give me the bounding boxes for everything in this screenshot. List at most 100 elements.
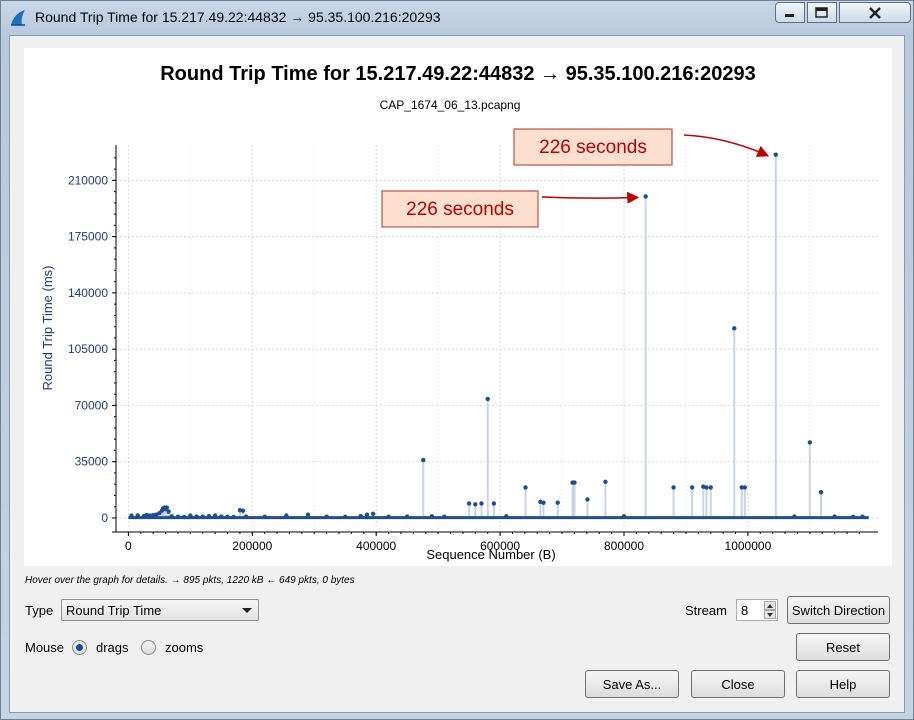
data-point xyxy=(473,502,478,507)
x-tick-labels: 0 200000 400000 600000 800000 1000000 xyxy=(125,539,772,553)
data-point xyxy=(704,485,709,490)
y-tick-labels: 0 35000 70000 105000 140000 175000 210000 xyxy=(68,173,108,525)
maximize-button[interactable] xyxy=(807,2,837,23)
switch-direction-button[interactable]: Switch Direction xyxy=(787,596,890,624)
data-point xyxy=(364,512,370,517)
data-point xyxy=(240,508,246,513)
data-point xyxy=(421,457,426,463)
drags-radio-label[interactable]: drags xyxy=(96,640,129,655)
annotation-label: 226 seconds xyxy=(406,199,514,220)
title-bar[interactable]: Round Trip Time for 15.217.49.22:44832 →… xyxy=(1,1,913,35)
data-point xyxy=(643,194,648,199)
data-point xyxy=(523,485,528,490)
y-tick-label: 210000 xyxy=(68,173,108,187)
data-point xyxy=(135,513,140,518)
data-point xyxy=(572,480,577,485)
annotation-arrow xyxy=(683,134,770,157)
graph-canvas[interactable]: 0 200000 400000 600000 800000 1000000 0 35000 7… xyxy=(24,48,892,566)
x-tick-label: 0 xyxy=(125,539,132,553)
data-point xyxy=(343,514,348,520)
data-point xyxy=(773,152,778,157)
stream-value: 8 xyxy=(741,603,749,618)
graph-type-select[interactable]: Round Trip Time xyxy=(61,599,259,621)
annotation-label: 226 seconds xyxy=(539,137,647,158)
stream-spinbox[interactable]: 8 xyxy=(736,599,778,621)
y-axis-label: Round Trip Time (ms) xyxy=(40,266,55,391)
data-point xyxy=(742,485,748,490)
data-point xyxy=(739,485,744,490)
mouse-label: Mouse xyxy=(25,640,65,655)
chart-subtitle: CAP_1674_06_13.pcapng xyxy=(380,98,521,112)
save-as-button[interactable]: Save As... xyxy=(585,670,679,698)
chart-points xyxy=(129,152,865,520)
minimize-icon xyxy=(785,13,794,17)
data-point xyxy=(504,514,509,519)
data-point xyxy=(358,513,363,519)
close-button[interactable]: Close xyxy=(691,670,785,698)
data-point xyxy=(166,509,171,514)
x-tick-label: 600000 xyxy=(480,539,520,553)
data-point xyxy=(860,514,865,519)
zooms-radio-label[interactable]: zooms xyxy=(165,640,204,655)
data-point xyxy=(621,514,627,519)
reset-button[interactable]: Reset xyxy=(796,633,890,661)
y-tick-label: 140000 xyxy=(68,286,108,300)
wireshark-fin-icon xyxy=(11,10,25,26)
close-icon xyxy=(869,6,881,19)
data-point xyxy=(732,326,737,331)
data-point xyxy=(200,514,205,519)
data-point xyxy=(243,514,249,519)
stream-label: Stream xyxy=(685,603,727,618)
data-point xyxy=(206,513,212,519)
data-point xyxy=(491,501,497,506)
hover-hint: Hover over the graph for details. → 895 … xyxy=(25,575,355,586)
data-point xyxy=(485,396,490,402)
chart-annotations: 226 seconds 226 seconds xyxy=(381,128,770,228)
y-tick-label: 0 xyxy=(101,511,108,525)
data-point xyxy=(466,501,472,506)
data-point xyxy=(404,514,410,519)
data-point xyxy=(807,440,813,445)
data-point xyxy=(219,514,224,519)
x-tick-label: 800000 xyxy=(604,539,644,553)
close-window-button[interactable] xyxy=(839,2,911,23)
help-button[interactable]: Help xyxy=(796,670,890,698)
annotation-box xyxy=(513,128,673,166)
data-point xyxy=(555,500,560,505)
chart-grid xyxy=(116,145,878,526)
maximize-icon xyxy=(815,6,828,18)
data-point xyxy=(851,514,856,520)
data-point xyxy=(284,513,289,518)
data-point xyxy=(708,485,713,490)
x-tick-label: 200000 xyxy=(232,539,272,553)
data-point xyxy=(479,501,484,506)
data-point xyxy=(262,514,267,520)
data-point xyxy=(386,514,391,519)
data-point xyxy=(175,514,181,519)
data-point xyxy=(832,514,837,519)
x-axis-label: Sequence Number (B) xyxy=(426,547,555,562)
data-point xyxy=(324,514,329,519)
y-tick-label: 175000 xyxy=(68,230,108,244)
data-point xyxy=(188,513,193,518)
y-tick-label: 35000 xyxy=(75,455,109,469)
graph-type-value: Round Trip Time xyxy=(66,603,162,618)
chart-title: Round Trip Time for 15.217.49.22:44832 →… xyxy=(160,63,756,85)
data-point xyxy=(169,514,174,519)
data-point xyxy=(818,490,824,495)
minimize-button[interactable] xyxy=(775,2,805,23)
data-point xyxy=(429,514,435,519)
zooms-radio[interactable] xyxy=(141,640,156,655)
data-point xyxy=(212,513,218,518)
drags-radio[interactable] xyxy=(72,640,87,655)
annotation-arrow xyxy=(541,191,640,204)
data-point xyxy=(585,497,590,502)
x-tick-label: 1000000 xyxy=(725,539,772,553)
data-point xyxy=(164,505,169,510)
data-point xyxy=(689,485,695,490)
rtt-chart[interactable]: 0 200000 400000 600000 800000 1000000 0 35000 7… xyxy=(24,48,892,566)
spin-up-icon[interactable] xyxy=(764,601,776,610)
chevron-down-icon xyxy=(242,608,252,613)
spin-down-icon[interactable] xyxy=(764,610,776,619)
